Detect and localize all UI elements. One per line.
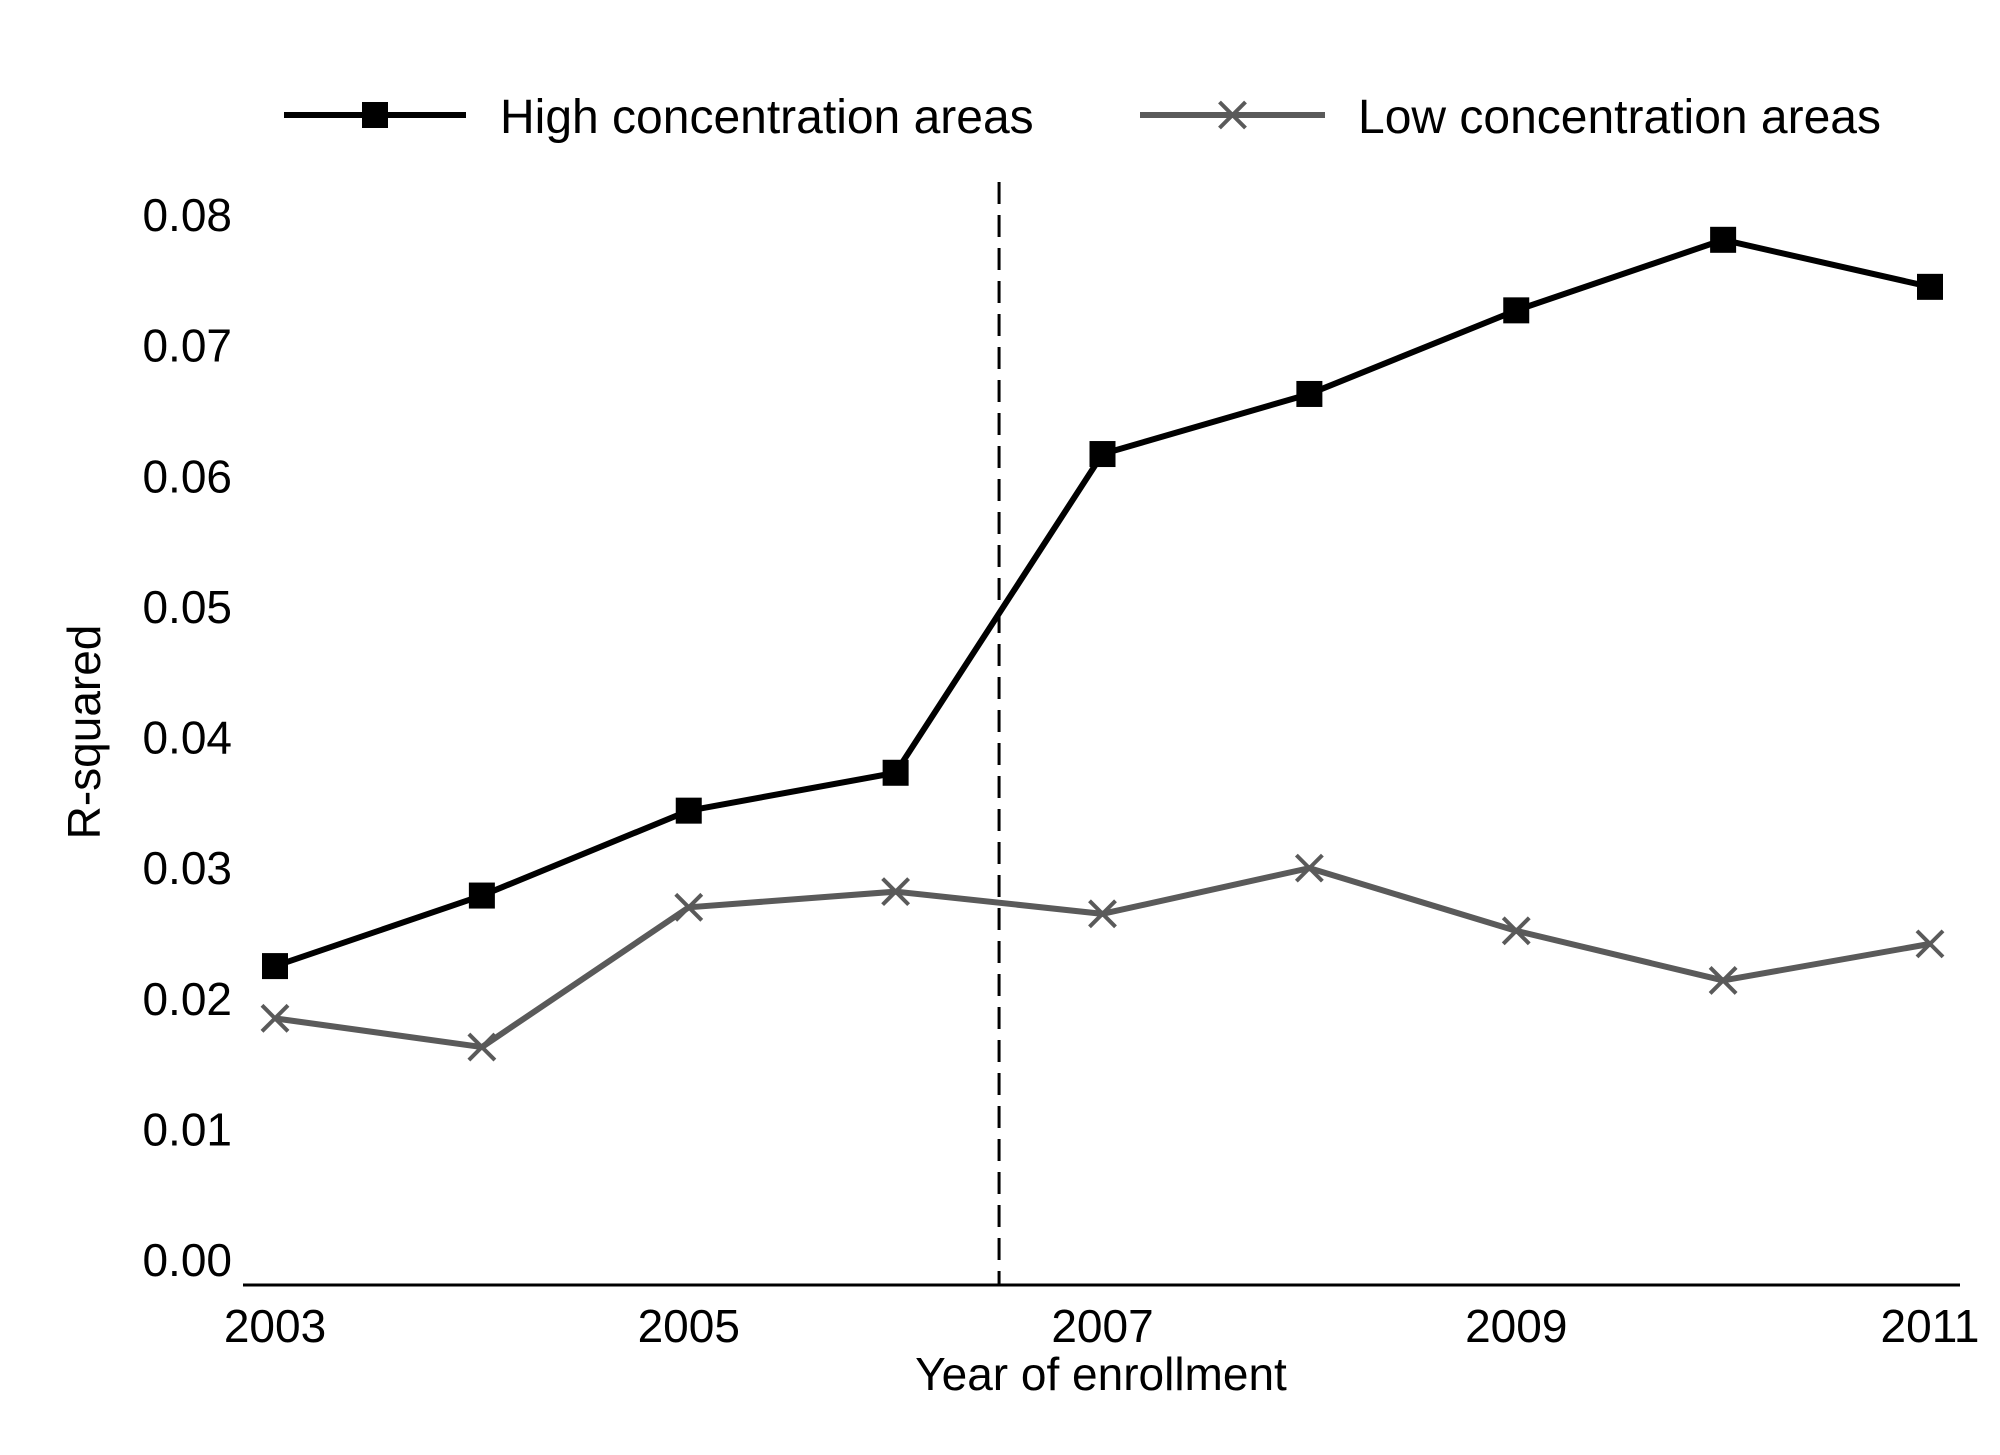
x-axis-title: Year of enrollment [915,1348,1287,1400]
y-tick-label: 0.02 [142,973,232,1025]
data-point [262,953,288,980]
data-point [468,882,495,909]
legend-marker-low [1218,100,1247,130]
legend-label-low: Low concentration areas [1358,91,1881,144]
y-tick-label: 0.01 [142,1103,232,1155]
data-point [1710,226,1737,253]
data-point [1708,966,1738,995]
x-tick-label: 2007 [1051,1300,1153,1352]
data-point [882,759,909,786]
data-point [1915,929,1945,959]
data-point [1296,380,1323,407]
x-axis: 2003 2005 2007 2009 2011 [224,1300,1980,1352]
x-tick-label: 2003 [224,1300,326,1352]
data-point [1917,273,1943,300]
y-axis: 0.00 0.01 0.02 0.03 0.04 0.05 0.06 0.07 0.08 [142,189,232,1286]
y-axis-title: R-squared [58,625,110,840]
legend: High concentration areas Low concentrati… [284,91,1881,144]
series-layer [260,226,1945,1062]
data-point [1089,441,1116,468]
y-tick-label: 0.06 [142,450,232,502]
legend-marker-shape [1218,100,1247,130]
series-line [274,236,1931,969]
data-point [674,892,704,922]
x-tick-label: 2005 [638,1300,740,1352]
series-high [262,226,1943,980]
x-tick-label: 2009 [1465,1300,1567,1352]
data-point [260,1003,290,1033]
series-line [274,865,1931,1051]
data-point [881,877,911,907]
legend-label-high: High concentration areas [500,91,1034,144]
y-tick-label: 0.08 [142,189,232,241]
x-tick-label: 2011 [1881,1300,1980,1352]
data-point [1503,297,1530,324]
y-tick-label: 0.00 [142,1234,232,1286]
legend-marker-high [362,102,388,128]
y-tick-label: 0.05 [142,581,232,633]
y-tick-label: 0.04 [142,712,232,764]
y-tick-label: 0.07 [142,320,232,372]
y-tick-label: 0.03 [142,842,232,894]
legend-marker-shape [362,102,388,128]
data-point [675,797,702,824]
data-point [1294,853,1324,883]
data-point [467,1032,497,1062]
data-point [1088,899,1117,929]
data-point [1501,916,1531,946]
series-low [260,853,1945,1062]
